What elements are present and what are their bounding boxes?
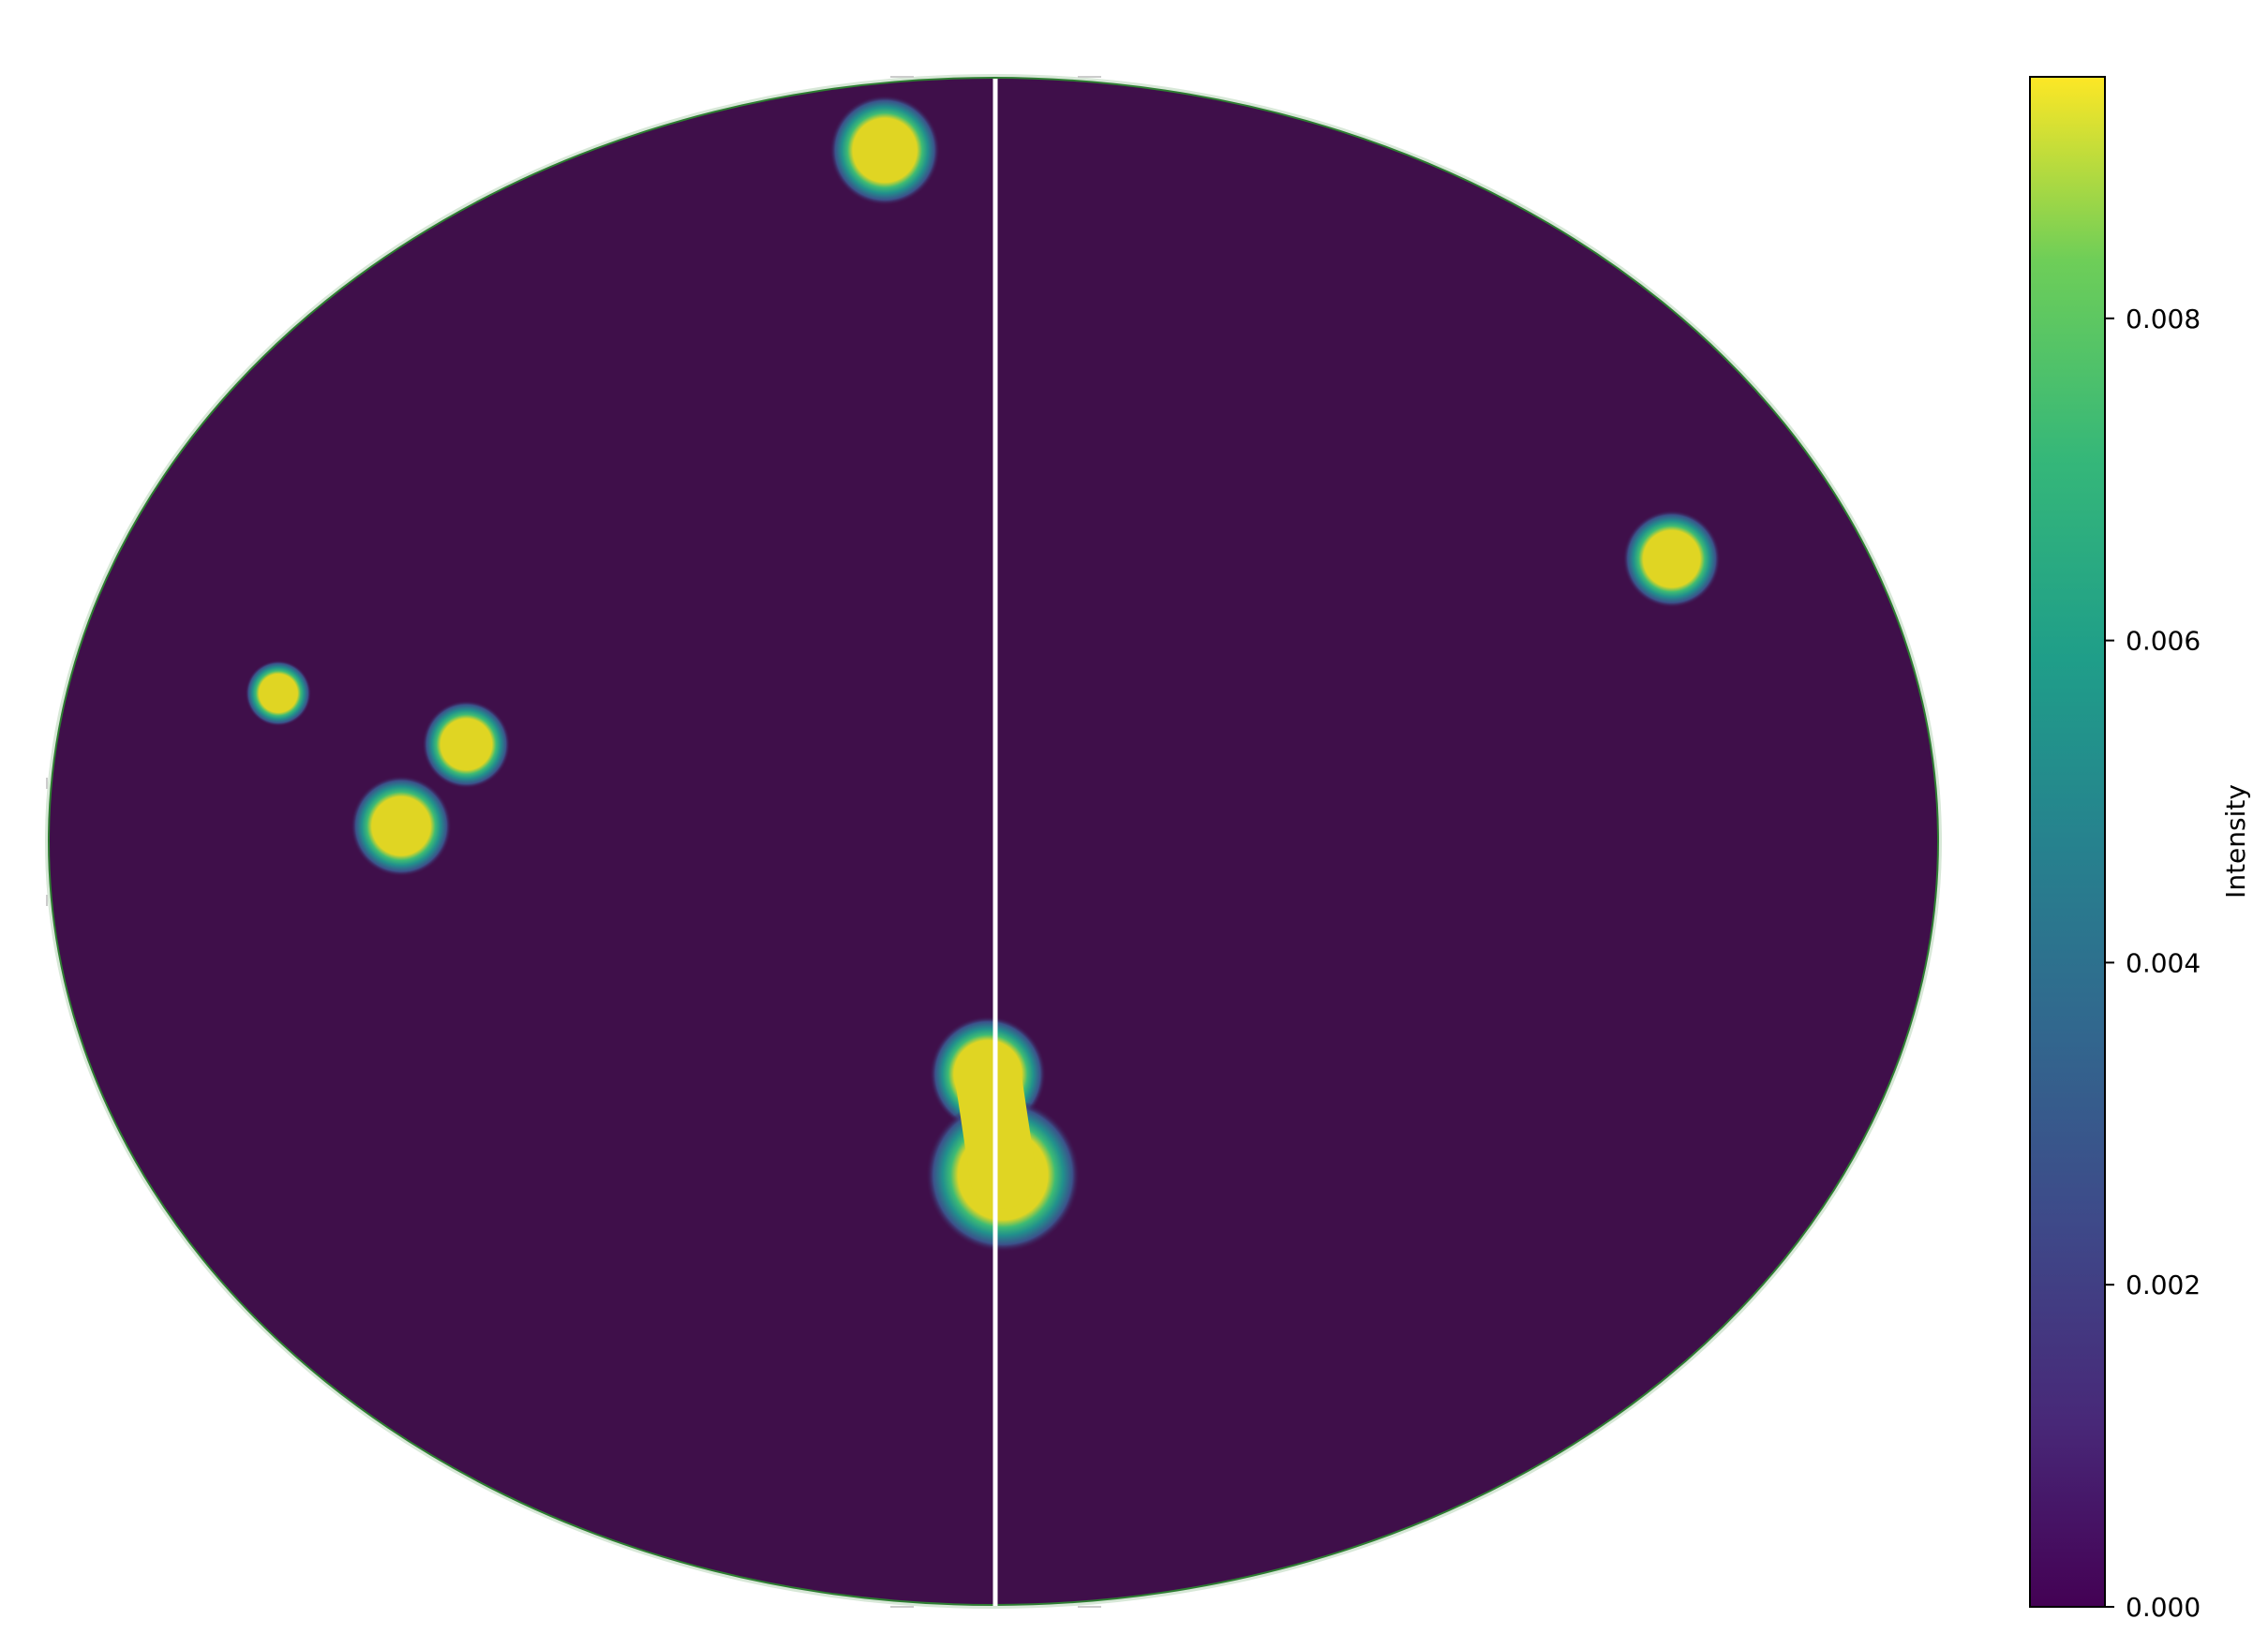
colorbar-tick-label: 0.006	[2126, 626, 2201, 657]
colorbar-ticks: 0.000 0.002 0.004 0.006 0.008	[2105, 304, 2201, 1623]
colorbar-tick-label: 0.008	[2126, 304, 2201, 334]
colorbar-label: Intensity	[2220, 784, 2251, 899]
colorbar-tick-label: 0.000	[2126, 1592, 2201, 1623]
sky-ellipse-outline	[45, 74, 1942, 1609]
hotspot-left-mid	[422, 700, 511, 789]
hotspot-right	[1622, 510, 1721, 608]
hotspot-left-low	[351, 775, 452, 877]
hotspot-top	[829, 95, 940, 206]
sky-map	[45, 74, 1942, 1609]
colorbar: 0.000 0.002 0.004 0.006 0.008 Intensity	[2029, 76, 2251, 1623]
colorbar-tick-label: 0.002	[2126, 1270, 2201, 1300]
frame-ticks	[46, 76, 1101, 1608]
hotspot-left-small	[245, 660, 312, 727]
colorbar-tick-label: 0.004	[2126, 947, 2201, 978]
colorbar-gradient	[2029, 76, 2106, 1608]
